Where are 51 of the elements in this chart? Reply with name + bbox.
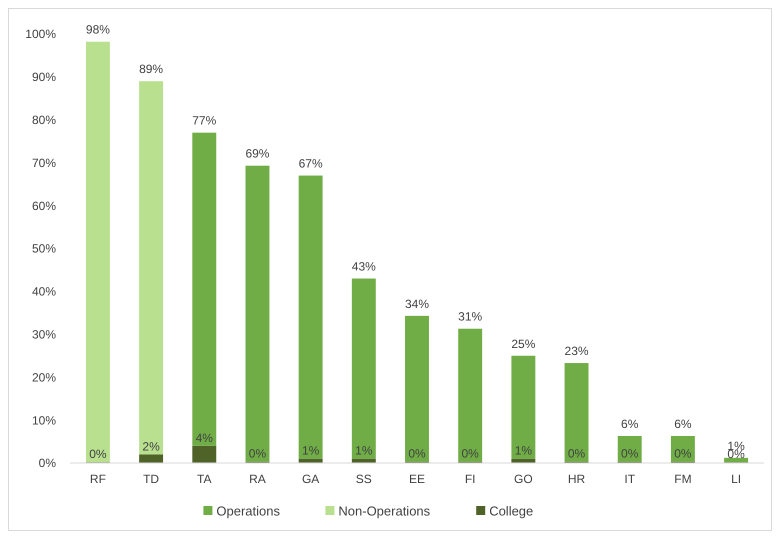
x-tick-label: TD xyxy=(143,472,160,486)
total-label: 67% xyxy=(298,156,323,171)
data-label: 1% xyxy=(302,444,320,458)
data-label: 0% xyxy=(621,446,639,461)
x-tick-label: TA xyxy=(197,472,212,486)
data-label: 0% xyxy=(674,446,692,461)
x-tick-label: RF xyxy=(90,472,106,486)
y-tick-label: 30% xyxy=(32,328,56,342)
total-label: 43% xyxy=(352,260,376,274)
total-label: 98% xyxy=(86,22,110,37)
y-tick-label: 50% xyxy=(32,242,56,256)
total-label: 25% xyxy=(511,336,536,351)
y-tick-label: 40% xyxy=(32,284,56,299)
legend-label: College xyxy=(489,504,534,519)
y-tick-label: 20% xyxy=(32,370,56,384)
total-label: 23% xyxy=(564,344,589,358)
x-tick-label: RA xyxy=(249,472,266,486)
x-tick-label: GA xyxy=(302,472,320,486)
legend-label: Non-Operations xyxy=(338,504,431,519)
y-tick-label: 70% xyxy=(32,156,56,170)
data-label: 0% xyxy=(89,447,107,462)
data-label: 1% xyxy=(355,444,373,458)
total-label: 89% xyxy=(139,62,164,76)
x-tick-label: GO xyxy=(514,472,533,486)
data-label: 2% xyxy=(142,439,160,454)
y-tick-label: 0% xyxy=(38,456,56,470)
total-label: 69% xyxy=(245,146,270,161)
total-label: 6% xyxy=(621,416,639,431)
data-label: 0% xyxy=(408,446,426,461)
y-tick-label: 100% xyxy=(25,27,56,42)
legend-label: Operations xyxy=(216,504,280,519)
x-tick-label: FM xyxy=(674,472,692,486)
data-label: 1% xyxy=(514,444,532,458)
x-tick-label: IT xyxy=(624,472,636,486)
total-label: 77% xyxy=(192,114,217,128)
total-label: 6% xyxy=(674,416,692,431)
y-tick-label: 60% xyxy=(32,198,56,213)
x-tick-label: LI xyxy=(731,472,742,486)
data-label: 4% xyxy=(196,430,214,445)
x-tick-label: EE xyxy=(408,472,426,486)
data-label: 0% xyxy=(568,446,586,461)
total-label: 31% xyxy=(458,310,483,324)
y-tick-label: 90% xyxy=(32,70,56,84)
data-label: 0% xyxy=(462,446,480,461)
x-tick-label: FI xyxy=(464,472,476,486)
y-tick-label: 10% xyxy=(32,413,56,428)
total-label: 34% xyxy=(404,296,430,311)
x-tick-label: HR xyxy=(568,472,586,486)
x-tick-label: SS xyxy=(356,472,372,486)
data-label: 0% xyxy=(248,446,266,461)
y-tick-label: 80% xyxy=(32,113,56,127)
